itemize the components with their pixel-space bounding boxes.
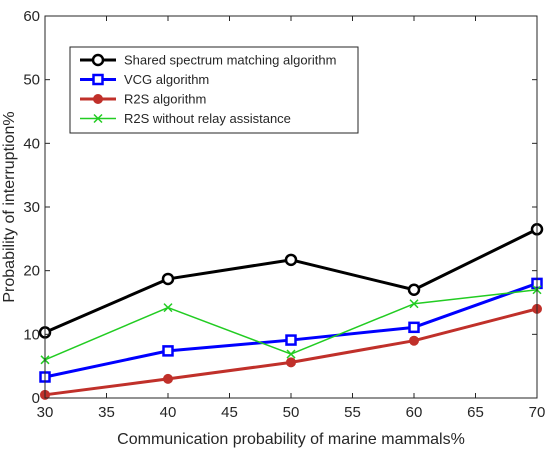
x-tick-label: 45 bbox=[221, 404, 238, 421]
y-tick-label: 30 bbox=[23, 199, 40, 216]
x-tick-label: 50 bbox=[283, 404, 300, 421]
data-point bbox=[161, 272, 175, 286]
legend-entry: Shared spectrum matching algorithm bbox=[80, 53, 336, 68]
y-tick-label: 50 bbox=[23, 72, 40, 89]
y-axis-label: Probability of interruption% bbox=[1, 111, 18, 302]
y-tick-label: 0 bbox=[32, 390, 40, 407]
series-layer bbox=[38, 223, 544, 400]
x-tick-label: 60 bbox=[406, 404, 423, 421]
data-point bbox=[409, 335, 419, 346]
data-point bbox=[408, 321, 420, 334]
data-point bbox=[409, 299, 419, 309]
data-point bbox=[284, 253, 298, 267]
x-tick-label: 70 bbox=[529, 404, 546, 421]
legend-entry: R2S algorithm bbox=[80, 92, 206, 107]
legend-entry: VCG algorithm bbox=[80, 72, 209, 87]
data-point bbox=[407, 283, 421, 297]
legend-label: VCG algorithm bbox=[124, 72, 209, 87]
x-tick-label: 30 bbox=[37, 404, 54, 421]
data-point bbox=[163, 373, 173, 384]
data-point bbox=[162, 345, 174, 357]
data-point bbox=[92, 73, 104, 86]
data-point bbox=[91, 53, 105, 67]
legend-label: R2S without relay assistance bbox=[124, 111, 291, 126]
data-point bbox=[163, 303, 173, 313]
data-point-stroke bbox=[163, 303, 173, 313]
y-tick-label: 20 bbox=[23, 263, 40, 280]
y-tick-label: 40 bbox=[23, 135, 40, 152]
x-tick-label: 40 bbox=[160, 404, 177, 421]
legend-box bbox=[69, 46, 359, 134]
data-point bbox=[93, 94, 103, 104]
series-4 bbox=[40, 285, 542, 365]
data-point-stroke bbox=[93, 113, 103, 124]
data-point-stroke bbox=[409, 299, 419, 309]
data-point bbox=[285, 334, 297, 346]
x-tick-label: 55 bbox=[344, 404, 361, 421]
series-1 bbox=[38, 223, 544, 339]
x-tick-label: 35 bbox=[98, 404, 115, 421]
data-point bbox=[286, 357, 296, 368]
legend: Shared spectrum matching algorithm VCG al… bbox=[69, 46, 359, 134]
y-tick-label: 60 bbox=[23, 8, 40, 25]
ticks-layer: 30 35 40 45 50 55 60 65 70 0 10 20 30 40 50 60 bbox=[23, 8, 545, 421]
data-point bbox=[93, 113, 103, 124]
y-tick-label: 10 bbox=[23, 326, 40, 343]
legend-entry: R2S without relay assistance bbox=[80, 111, 291, 126]
data-point-stroke bbox=[286, 349, 296, 359]
x-tick-label: 65 bbox=[467, 404, 484, 421]
legend-label: R2S algorithm bbox=[124, 92, 206, 107]
x-axis-label: Communication probability of marine mamm… bbox=[117, 431, 465, 448]
data-point bbox=[286, 349, 296, 359]
legend-label: Shared spectrum matching algorithm bbox=[124, 53, 336, 68]
